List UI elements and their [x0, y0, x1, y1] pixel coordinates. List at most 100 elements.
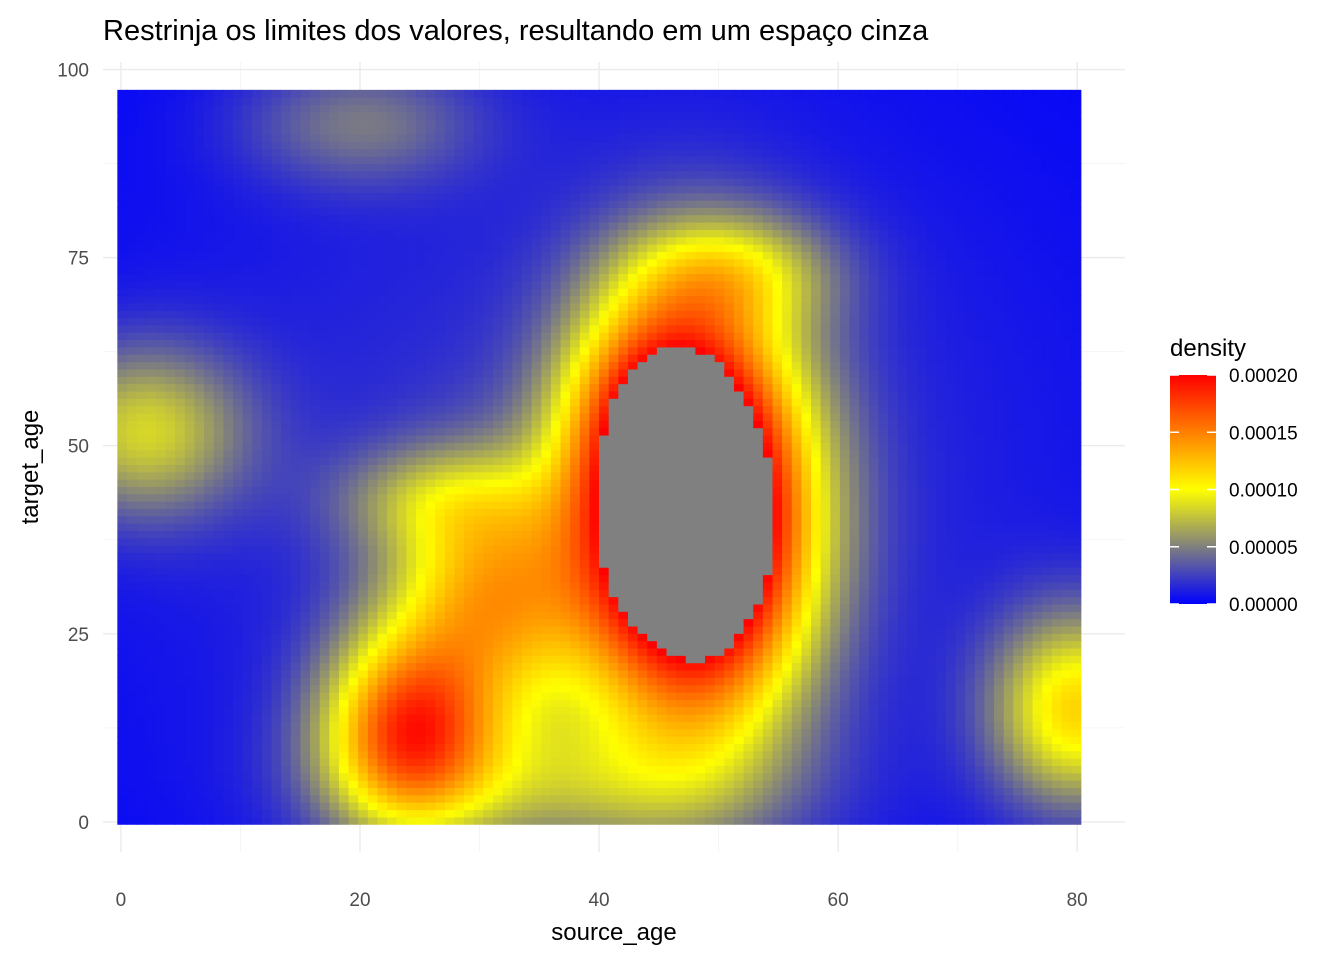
density-cell: [483, 449, 494, 458]
density-cell: [464, 787, 475, 796]
density-cell: [560, 266, 571, 275]
density-cell: [300, 625, 311, 634]
density-cell: [502, 449, 513, 458]
density-cell: [425, 332, 436, 341]
density-cell: [550, 148, 562, 157]
density-cell: [165, 376, 176, 385]
density-cell: [117, 603, 128, 612]
density-cell: [377, 493, 388, 502]
density-cell: [425, 302, 436, 311]
density-cell: [261, 772, 273, 781]
density-cell: [252, 412, 263, 421]
density-cell: [560, 192, 571, 201]
density-cell: [146, 552, 157, 561]
density-cell: [579, 170, 591, 179]
density-cell: [261, 655, 273, 664]
density-cell: [223, 625, 234, 634]
density-cell: [560, 177, 571, 186]
density-cell: [570, 222, 581, 230]
density-cell: [464, 420, 475, 429]
density-cell: [117, 486, 128, 495]
density-cell: [300, 185, 311, 194]
density-cell: [416, 809, 427, 818]
density-cell: [155, 596, 167, 605]
density-cell: [444, 552, 456, 561]
density-cell: [184, 537, 196, 546]
density-cell: [194, 787, 205, 796]
density-cell: [184, 346, 196, 355]
density-cell: [444, 647, 456, 656]
density-cell: [281, 567, 292, 576]
density-cell: [396, 486, 407, 495]
density-cell: [406, 772, 417, 781]
density-cell: [271, 177, 282, 186]
density-cell: [194, 743, 205, 752]
density-cell: [194, 339, 205, 348]
density-cell: [483, 442, 494, 451]
density-cell: [464, 736, 475, 744]
density-cell: [242, 163, 253, 172]
density-cell: [396, 581, 407, 590]
density-cell: [252, 625, 263, 634]
density-cell: [377, 479, 388, 487]
density-cell: [570, 97, 581, 106]
density-cell: [589, 376, 600, 385]
density-cell: [541, 199, 552, 208]
density-cell: [435, 530, 446, 539]
density-cell: [146, 589, 157, 598]
density-cell: [348, 581, 359, 590]
density-cell: [300, 89, 311, 98]
density-cell: [589, 449, 600, 458]
density-cell: [493, 442, 504, 451]
density-cell: [232, 332, 244, 341]
density-cell: [204, 816, 215, 825]
density-cell: [444, 155, 456, 164]
density-cell: [444, 266, 456, 275]
density-cell: [271, 523, 282, 532]
density-cell: [416, 434, 427, 443]
density-cell: [281, 141, 292, 150]
density-cell: [223, 706, 234, 715]
density-cell: [358, 295, 369, 304]
density-cell: [416, 581, 427, 590]
density-cell: [213, 148, 224, 157]
density-cell: [117, 647, 128, 656]
density-cell: [184, 523, 196, 532]
density-cell: [232, 714, 244, 722]
density-cell: [396, 699, 407, 708]
density-cell: [579, 390, 591, 399]
density-cell: [560, 354, 571, 363]
density-cell: [541, 603, 552, 612]
density-cell: [358, 677, 369, 686]
density-cell: [126, 405, 138, 414]
density-cell: [184, 310, 196, 319]
density-cell: [521, 537, 533, 546]
density-cell: [184, 390, 196, 399]
density-cell: [493, 222, 504, 230]
density-cell: [493, 552, 504, 561]
density-cell: [464, 765, 475, 774]
density-cell: [502, 170, 513, 179]
density-cell: [290, 273, 301, 282]
density-cell: [570, 691, 581, 700]
density-cell: [117, 699, 128, 708]
density-cell: [242, 398, 253, 407]
density-cell: [367, 750, 379, 759]
density-cell: [550, 244, 562, 252]
density-cell: [550, 662, 562, 671]
density-cell: [319, 295, 330, 304]
density-cell: [541, 361, 552, 370]
density-cell: [387, 405, 398, 414]
density-cell: [483, 559, 494, 568]
density-cell: [396, 758, 407, 767]
density-cell: [300, 266, 311, 275]
density-cell: [126, 339, 138, 348]
density-cell: [589, 405, 600, 414]
density-cell: [560, 119, 571, 128]
density-cell: [521, 207, 533, 216]
density-cell: [252, 552, 263, 561]
density-cell: [232, 251, 244, 260]
density-cell: [126, 802, 138, 811]
density-cell: [512, 787, 523, 796]
density-cell: [541, 273, 552, 282]
